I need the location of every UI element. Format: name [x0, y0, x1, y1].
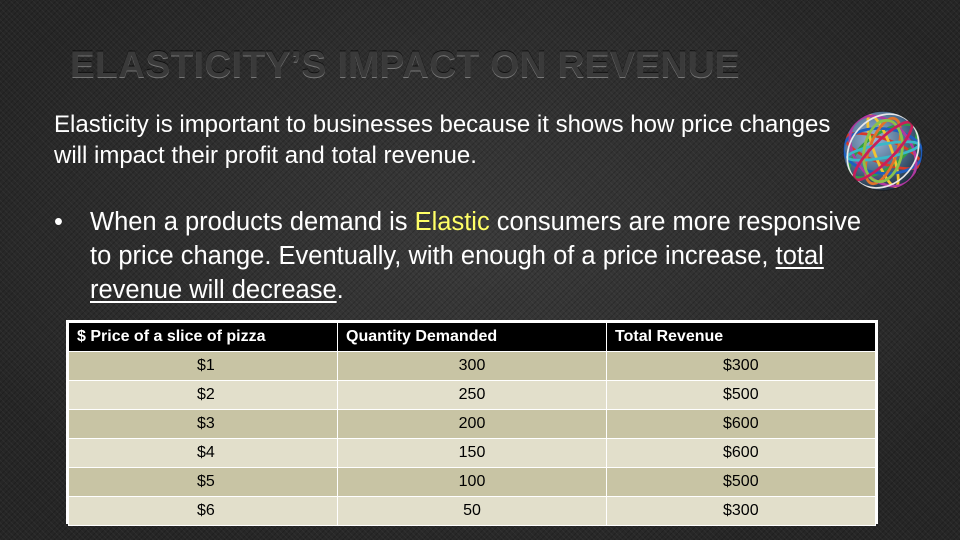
bullet-marker: •: [54, 208, 63, 236]
quantity-cell: 200: [337, 409, 607, 439]
slide-title: ELASTICITY’S IMPACT ON REVENUE: [70, 44, 741, 85]
header-price: $ Price of a slice of pizza: [68, 322, 338, 352]
table-row: $4 150 $600: [68, 438, 876, 468]
quantity-cell: 50: [337, 496, 607, 526]
quantity-cell: 100: [337, 467, 607, 497]
table-row: $3 200 $600: [68, 409, 876, 439]
elasticity-table: $ Price of a slice of pizza Quantity Dem…: [66, 320, 878, 526]
price-cell: $6: [68, 496, 338, 526]
quantity-cell: 150: [337, 438, 607, 468]
revenue-cell: $500: [606, 380, 876, 410]
table-row: $6 50 $300: [68, 496, 876, 526]
table-row: $1 300 $300: [68, 351, 876, 381]
intro-paragraph: Elasticity is important to businesses be…: [54, 111, 831, 169]
bullet-text-part1: When a products demand is: [90, 208, 415, 236]
revenue-cell: $300: [606, 496, 876, 526]
elastic-highlight: Elastic: [414, 208, 490, 236]
price-cell: $4: [68, 438, 338, 468]
header-quantity: Quantity Demanded: [337, 322, 607, 352]
bullet-text-part2: consumers are more responsive to price c…: [90, 208, 862, 270]
revenue-cell: $600: [606, 409, 876, 439]
underlined-phrase: total revenue will decrease: [90, 242, 824, 304]
table-row: $5 100 $500: [68, 467, 876, 497]
bullet-text-part3: .: [336, 276, 344, 304]
revenue-cell: $300: [606, 351, 876, 381]
price-cell: $3: [68, 409, 338, 439]
rubber-band-ball-icon: [843, 111, 923, 191]
revenue-cell: $500: [606, 467, 876, 497]
price-cell: $5: [68, 467, 338, 497]
quantity-cell: 250: [337, 380, 607, 410]
revenue-cell: $600: [606, 438, 876, 468]
bullet-text: When a products demand is Elastic consum…: [90, 205, 874, 307]
price-cell: $1: [68, 351, 338, 381]
table-row: $2 250 $500: [68, 380, 876, 410]
price-cell: $2: [68, 380, 338, 410]
header-revenue: Total Revenue: [606, 322, 876, 352]
table-header-row: $ Price of a slice of pizza Quantity Dem…: [68, 322, 876, 352]
bullet-point: • When a products demand is Elastic cons…: [54, 205, 874, 307]
quantity-cell: 300: [337, 351, 607, 381]
